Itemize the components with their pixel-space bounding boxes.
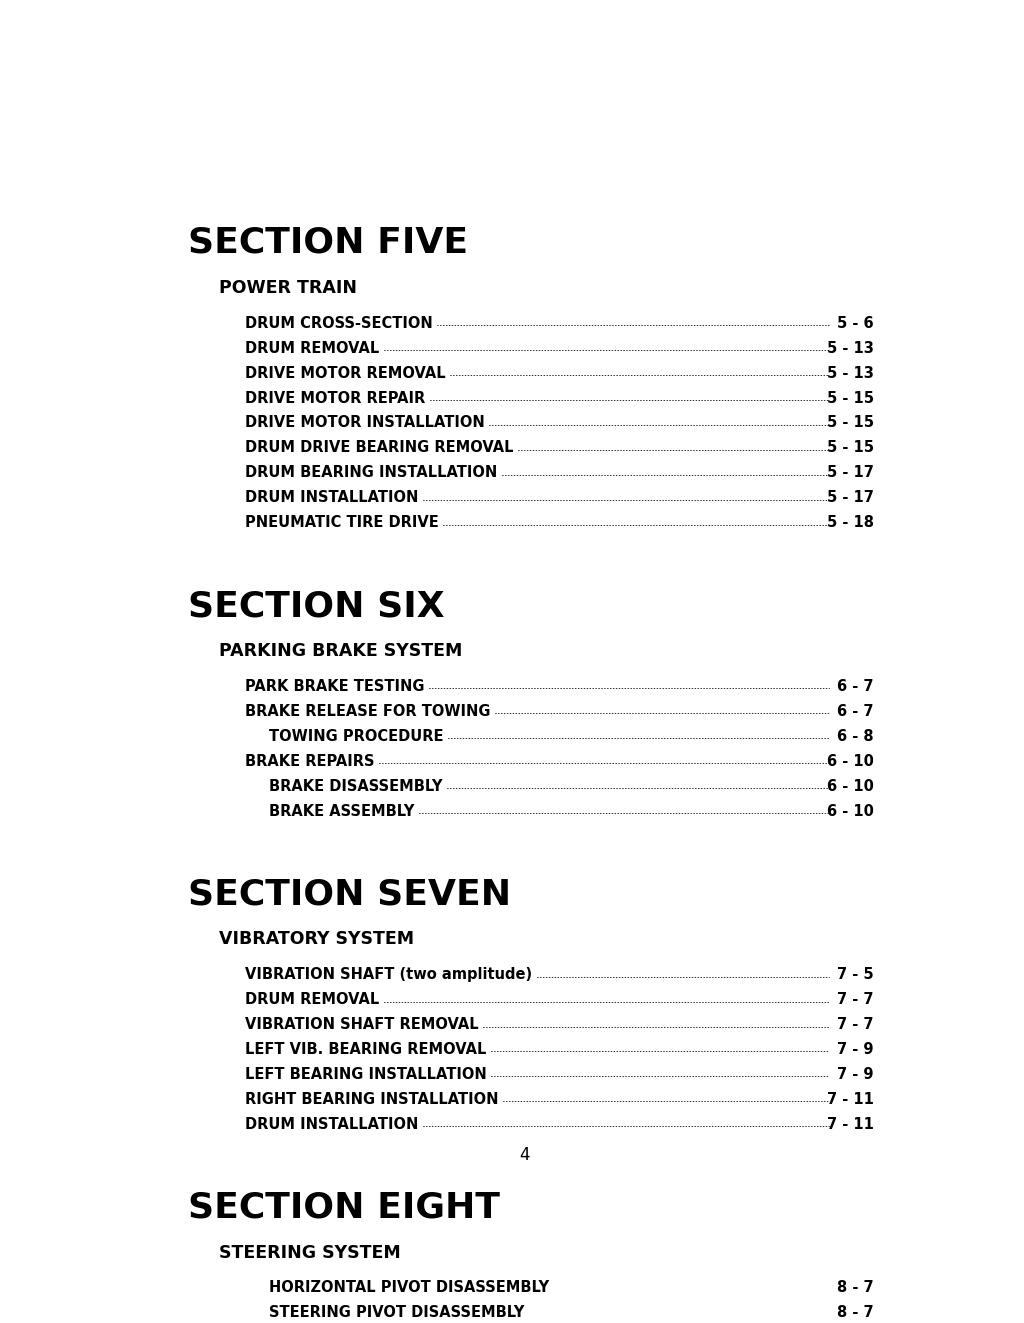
Text: 6 - 10: 6 - 10 (827, 754, 873, 769)
Text: 8 - 7: 8 - 7 (838, 1306, 873, 1320)
Text: 4: 4 (519, 1146, 530, 1164)
Text: HORIZONTAL PIVOT DISASSEMBLY: HORIZONTAL PIVOT DISASSEMBLY (269, 1281, 550, 1295)
Text: 5 - 6: 5 - 6 (838, 316, 873, 331)
Text: STEERING SYSTEM: STEERING SYSTEM (219, 1244, 401, 1262)
Text: RIGHT BEARING INSTALLATION: RIGHT BEARING INSTALLATION (246, 1091, 499, 1107)
Text: DRUM REMOVAL: DRUM REMOVAL (246, 340, 380, 356)
Text: PNEUMATIC TIRE DRIVE: PNEUMATIC TIRE DRIVE (246, 515, 439, 531)
Text: TOWING PROCEDURE: TOWING PROCEDURE (269, 729, 443, 744)
Text: DRUM INSTALLATION: DRUM INSTALLATION (246, 491, 419, 505)
Text: BRAKE REPAIRS: BRAKE REPAIRS (246, 754, 375, 769)
Text: 5 - 13: 5 - 13 (827, 365, 873, 381)
Text: 5 - 15: 5 - 15 (827, 390, 873, 406)
Text: DRUM CROSS-SECTION: DRUM CROSS-SECTION (246, 316, 433, 331)
Text: DRIVE MOTOR INSTALLATION: DRIVE MOTOR INSTALLATION (246, 415, 485, 430)
Text: 5 - 17: 5 - 17 (827, 491, 873, 505)
Text: PARKING BRAKE SYSTEM: PARKING BRAKE SYSTEM (219, 642, 463, 660)
Text: 7 - 7: 7 - 7 (838, 992, 873, 1007)
Text: BRAKE ASSEMBLY: BRAKE ASSEMBLY (269, 803, 415, 819)
Text: 7 - 5: 7 - 5 (838, 967, 873, 982)
Text: 7 - 9: 7 - 9 (838, 1066, 873, 1082)
Text: DRUM BEARING INSTALLATION: DRUM BEARING INSTALLATION (246, 466, 498, 480)
Text: VIBRATION SHAFT (two amplitude): VIBRATION SHAFT (two amplitude) (246, 967, 532, 982)
Text: PARK BRAKE TESTING: PARK BRAKE TESTING (246, 679, 425, 693)
Text: 5 - 15: 5 - 15 (827, 415, 873, 430)
Text: SECTION FIVE: SECTION FIVE (187, 226, 468, 261)
Text: 6 - 10: 6 - 10 (827, 779, 873, 794)
Text: VIBRATION SHAFT REMOVAL: VIBRATION SHAFT REMOVAL (246, 1017, 479, 1032)
Text: 7 - 7: 7 - 7 (838, 1017, 873, 1032)
Text: 5 - 13: 5 - 13 (827, 340, 873, 356)
Text: DRIVE MOTOR REMOVAL: DRIVE MOTOR REMOVAL (246, 365, 446, 381)
Text: SECTION EIGHT: SECTION EIGHT (187, 1191, 500, 1225)
Text: STEERING PIVOT DISASSEMBLY: STEERING PIVOT DISASSEMBLY (269, 1306, 524, 1320)
Text: BRAKE RELEASE FOR TOWING: BRAKE RELEASE FOR TOWING (246, 704, 490, 718)
Text: 5 - 15: 5 - 15 (827, 441, 873, 455)
Text: SECTION SEVEN: SECTION SEVEN (187, 877, 511, 912)
Text: DRIVE MOTOR REPAIR: DRIVE MOTOR REPAIR (246, 390, 426, 406)
Text: 6 - 8: 6 - 8 (838, 729, 873, 744)
Text: SECTION SIX: SECTION SIX (187, 589, 444, 623)
Text: DRUM DRIVE BEARING REMOVAL: DRUM DRIVE BEARING REMOVAL (246, 441, 514, 455)
Text: 7 - 11: 7 - 11 (827, 1091, 873, 1107)
Text: POWER TRAIN: POWER TRAIN (219, 279, 357, 296)
Text: LEFT VIB. BEARING REMOVAL: LEFT VIB. BEARING REMOVAL (246, 1043, 486, 1057)
Text: 8 - 7: 8 - 7 (838, 1281, 873, 1295)
Text: DRUM REMOVAL: DRUM REMOVAL (246, 992, 380, 1007)
Text: 7 - 11: 7 - 11 (827, 1117, 873, 1132)
Text: DRUM INSTALLATION: DRUM INSTALLATION (246, 1117, 419, 1132)
Text: 5 - 18: 5 - 18 (827, 515, 873, 531)
Text: VIBRATORY SYSTEM: VIBRATORY SYSTEM (219, 930, 415, 949)
Text: LEFT BEARING INSTALLATION: LEFT BEARING INSTALLATION (246, 1066, 487, 1082)
Text: 6 - 10: 6 - 10 (827, 803, 873, 819)
Text: 7 - 9: 7 - 9 (838, 1043, 873, 1057)
Text: 6 - 7: 6 - 7 (838, 704, 873, 718)
Text: 6 - 7: 6 - 7 (838, 679, 873, 693)
Text: 5 - 17: 5 - 17 (827, 466, 873, 480)
Text: BRAKE DISASSEMBLY: BRAKE DISASSEMBLY (269, 779, 442, 794)
